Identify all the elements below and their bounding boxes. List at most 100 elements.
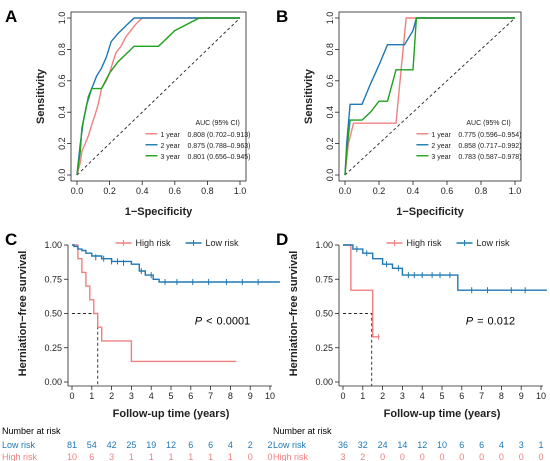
risk-table-cell: 42 <box>107 440 117 450</box>
x-axis-title: Follow-up time (years) <box>384 408 501 420</box>
legend-series-name: High risk <box>136 238 172 248</box>
legend-series-name: 2 year <box>160 143 180 150</box>
p-value-annotation: P = 0.012 <box>466 315 515 327</box>
reference-diagonal <box>344 17 516 176</box>
y-tick-label: 0.6 <box>325 75 335 88</box>
risk-table-cell: 1 <box>149 452 154 461</box>
x-tick-label: 10 <box>536 391 546 401</box>
p-value-annotation: P <0.0001 <box>195 315 250 327</box>
survival-curve-high-risk <box>72 244 237 363</box>
risk-table-cell: 0 <box>459 452 464 461</box>
legend-series-name: 1 year <box>160 132 180 139</box>
risk-table-cell: 0 <box>248 452 253 461</box>
y-tick-label: 0.6 <box>57 75 67 88</box>
x-tick-label: 0.6 <box>441 186 454 196</box>
risk-table-cell: 12 <box>166 440 176 450</box>
risk-table-cell: 6 <box>459 440 464 450</box>
risk-table-cell: 4 <box>228 440 233 450</box>
panel-letter: D <box>276 230 288 249</box>
p-value-symbol: P <box>195 315 203 327</box>
risk-table-cell: 0 <box>400 452 405 461</box>
x-tick-label: 3 <box>129 391 134 401</box>
legend-auc-value: 0.875 (0.788–0.963) <box>187 143 250 150</box>
risk-table-row-label: High risk <box>2 452 38 461</box>
legend-series-name: Low risk <box>477 238 511 248</box>
roc-curve-2-year <box>344 17 515 176</box>
risk-table-cell: 10 <box>437 440 447 450</box>
y-tick-label: 0.50 <box>44 309 62 319</box>
legend-series-name: 3 year <box>160 154 180 161</box>
x-tick-label: 2 <box>109 391 114 401</box>
median-guide <box>72 313 99 386</box>
risk-table-cell: 24 <box>378 440 388 450</box>
risk-table-cell: 54 <box>87 440 97 450</box>
y-tick-label: 1.0 <box>57 12 67 25</box>
p-value-number: 0.0001 <box>217 315 251 327</box>
risk-table-cell: 0 <box>499 452 504 461</box>
x-tick-label: 0.0 <box>71 186 84 196</box>
y-tick-label: 0.8 <box>57 43 67 56</box>
risk-table-cell: 0 <box>538 452 543 461</box>
legend-auc-value: 0.808 (0.702–0.913) <box>187 132 250 139</box>
x-tick-label: 0.8 <box>201 186 214 196</box>
risk-table-cell: 6 <box>479 440 484 450</box>
plot-frame <box>70 11 247 182</box>
y-tick-label: 1.00 <box>44 240 62 250</box>
risk-table-cell: 3 <box>340 452 345 461</box>
legend-title: AUC (95% CI) <box>195 120 239 127</box>
x-tick-label: 8 <box>499 391 504 401</box>
x-tick-label: 0.6 <box>169 186 182 196</box>
risk-table-cell: 19 <box>146 440 156 450</box>
y-tick-label: 0.0 <box>57 169 67 182</box>
x-tick-label: 1.0 <box>509 186 522 196</box>
x-tick-label: 6 <box>459 391 464 401</box>
reference-diagonal <box>76 17 241 176</box>
y-tick-label: 0.4 <box>57 106 67 119</box>
risk-table-cell: 25 <box>126 440 136 450</box>
legend-series-name: Low risk <box>206 238 240 248</box>
p-value-symbol: P <box>466 315 474 327</box>
risk-table-cell: 6 <box>188 440 193 450</box>
risk-table-cell: 0 <box>439 452 444 461</box>
y-axis-title: Herniation−free survival <box>288 251 300 377</box>
x-tick-label: 0.2 <box>103 186 116 196</box>
y-tick-label: 1.0 <box>325 12 335 25</box>
risk-table-cell: 10 <box>67 452 77 461</box>
panel-letter: C <box>5 230 17 249</box>
x-tick-label: 8 <box>228 391 233 401</box>
y-tick-label: 0.25 <box>315 343 333 353</box>
x-axis-title: Follow-up time (years) <box>113 408 230 420</box>
risk-table-cell: 0 <box>420 452 425 461</box>
x-tick-label: 4 <box>149 391 154 401</box>
x-tick-label: 0.8 <box>475 186 488 196</box>
x-tick-label: 5 <box>168 391 173 401</box>
x-tick-label: 7 <box>479 391 484 401</box>
legend-series-name: 3 year <box>431 154 451 161</box>
x-tick-label: 0 <box>69 391 74 401</box>
risk-table-title: Number at risk <box>2 426 61 436</box>
x-tick-label: 0.0 <box>339 186 352 196</box>
plot-frame <box>338 11 522 182</box>
risk-table-cell: 1 <box>188 452 193 461</box>
risk-table-cell: 3 <box>519 440 524 450</box>
y-tick-label: 0.25 <box>44 343 62 353</box>
risk-table-row-label: Low risk <box>2 440 36 450</box>
x-tick-label: 6 <box>188 391 193 401</box>
risk-table-cell: 0 <box>479 452 484 461</box>
risk-table-cell: 1 <box>168 452 173 461</box>
y-tick-label: 0.75 <box>315 274 333 284</box>
legend-auc-value: 0.858 (0.717–0.992) <box>458 143 521 150</box>
risk-table-cell: 0 <box>380 452 385 461</box>
survival-curve-low-risk <box>72 244 280 283</box>
x-tick-label: 10 <box>265 391 275 401</box>
x-axis-title: 1−Specificity <box>125 206 193 218</box>
x-tick-label: 9 <box>248 391 253 401</box>
risk-table-cell: 6 <box>89 452 94 461</box>
risk-table-cell: 1 <box>129 452 134 461</box>
risk-table-cell: 0 <box>519 452 524 461</box>
y-tick-label: 0.00 <box>315 377 333 387</box>
median-guide <box>343 313 373 386</box>
risk-table-cell: 32 <box>358 440 368 450</box>
roc-curve-1-year <box>344 17 515 176</box>
risk-table-cell: 0 <box>267 452 272 461</box>
